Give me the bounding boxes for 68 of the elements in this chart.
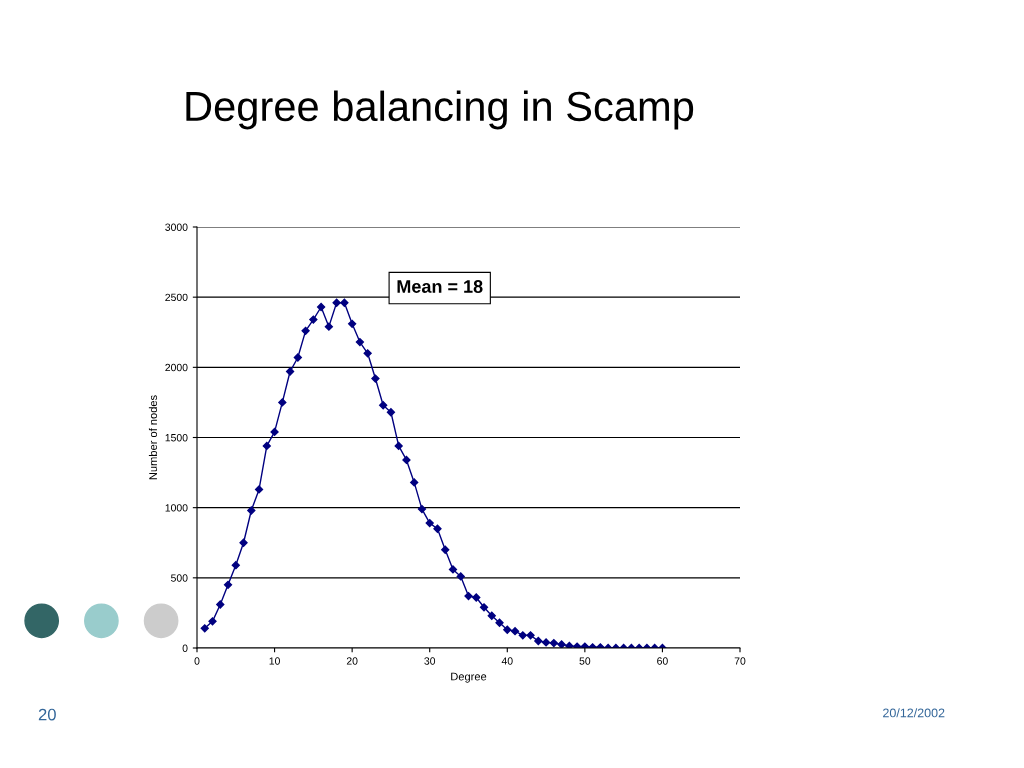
point <box>355 337 365 347</box>
point <box>526 631 535 640</box>
point <box>518 631 527 640</box>
x-tick-label: 0 <box>194 657 200 665</box>
point <box>541 638 551 647</box>
text: 20 <box>38 708 56 721</box>
point <box>433 524 442 533</box>
point <box>293 353 302 362</box>
point <box>316 302 326 312</box>
point <box>223 580 233 589</box>
x-tick-label: 20 <box>346 657 358 665</box>
point <box>503 625 512 634</box>
point <box>565 641 574 648</box>
point <box>557 640 566 648</box>
x-tick-label: 10 <box>269 657 280 665</box>
point <box>417 504 427 514</box>
y-tick-label: 3000 <box>165 223 188 231</box>
y-tick-label: 0 <box>182 644 188 652</box>
point <box>534 636 543 646</box>
point <box>262 441 271 451</box>
point <box>340 298 349 307</box>
point <box>487 611 496 620</box>
point <box>479 603 489 612</box>
point <box>309 315 318 324</box>
chart-title: Degree balancing in Scamp <box>186 90 694 130</box>
point <box>394 441 403 451</box>
y-tick-label: 2000 <box>165 363 188 372</box>
point <box>278 398 287 407</box>
point <box>324 322 334 331</box>
point <box>301 326 310 335</box>
point <box>456 572 465 581</box>
point <box>549 638 558 648</box>
point <box>510 627 520 636</box>
x-axis-title: Degree <box>451 672 487 683</box>
point <box>285 367 295 376</box>
x-tick-label: 50 <box>579 657 591 665</box>
point <box>425 518 434 528</box>
point <box>363 349 372 358</box>
point <box>410 478 419 487</box>
point <box>216 600 225 609</box>
point <box>247 506 256 515</box>
y-tick-label: 1000 <box>165 504 188 512</box>
y-tick-label: 2500 <box>165 293 188 302</box>
point <box>472 593 481 602</box>
point <box>371 374 380 383</box>
point <box>495 618 504 627</box>
x-tick-label: 30 <box>424 657 436 665</box>
point <box>239 538 248 547</box>
point <box>208 617 217 626</box>
point <box>200 624 209 633</box>
point <box>379 401 388 410</box>
point <box>448 565 458 574</box>
point <box>441 545 450 554</box>
x-tick-label: 60 <box>657 657 668 665</box>
point <box>332 298 341 307</box>
point <box>231 561 240 570</box>
y-tick-label: 1500 <box>165 434 188 442</box>
text: 20/12/2002 <box>883 708 945 718</box>
x-tick-label: 70 <box>734 657 746 665</box>
y-axis-title: Number of nodes <box>148 395 158 480</box>
point <box>254 485 264 494</box>
point <box>270 427 279 437</box>
point <box>348 319 357 328</box>
point <box>402 455 411 465</box>
point <box>386 408 396 417</box>
annotation: Mean = 18 <box>397 280 483 293</box>
x-tick-label: 40 <box>501 657 513 665</box>
y-tick-label: 500 <box>171 574 188 582</box>
